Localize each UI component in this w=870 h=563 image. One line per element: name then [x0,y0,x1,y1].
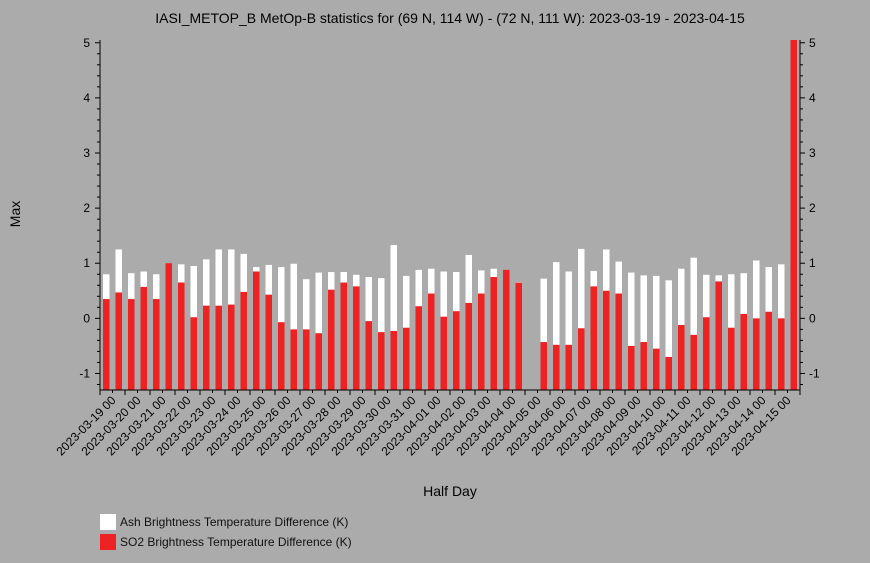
bar-so2 [503,269,510,390]
bar-ash [390,245,397,390]
bar-ash [290,263,297,390]
bar-so2 [428,293,435,390]
y-axis-label: Max [7,201,23,227]
bar-so2 [465,302,472,390]
bar-so2 [478,293,485,390]
bar-so2 [490,277,497,390]
bar-so2 [353,286,360,390]
legend-item-ash: Ash Brightness Temperature Difference (K… [100,512,352,532]
bar-so2 [290,329,297,390]
y-ticks-group: -1 -1 0 0 1 1 2 2 3 3 4 4 5 5 [79,36,820,385]
legend-swatch-so2 [100,534,116,550]
bar-so2 [640,342,647,390]
bar-so2 [765,311,772,390]
bar-so2 [690,334,697,390]
bar-so2 [215,305,222,390]
bar-so2 [665,356,672,390]
bar-so2 [728,327,735,390]
y-tick-label-left: 0 [83,311,90,325]
bar-so2 [440,316,447,390]
bar-so2 [103,299,110,390]
bar-so2 [328,289,335,390]
bar-so2 [653,348,660,390]
bar-so2 [228,304,235,390]
legend-label-ash: Ash Brightness Temperature Difference (K… [120,515,349,529]
bar-so2 [303,329,310,390]
bar-so2 [178,282,185,390]
y-tick-label-left: 1 [83,256,90,270]
y-tick-label-left: -1 [79,366,90,380]
y-tick-label-right: -1 [809,366,820,380]
bar-so2 [115,292,122,390]
bar-ash [578,248,585,390]
bar-so2 [453,311,460,390]
bar-ash [665,280,672,390]
bar-so2 [203,305,210,390]
bar-so2 [365,321,372,390]
bars-group [103,40,797,390]
bar-ash [315,272,322,390]
bar-ash [553,262,560,390]
bar-so2 [278,322,285,390]
bar-ash [628,272,635,390]
bar-so2 [778,318,785,390]
bar-so2 [578,328,585,390]
y-tick-label-left: 5 [83,36,90,50]
bar-so2 [740,313,747,390]
y-tick-label-right: 5 [809,36,816,50]
bar-so2 [378,332,385,390]
x-axis-label: Half Day [423,483,477,499]
bar-so2 [553,344,560,390]
bar-ash [653,275,660,390]
bar-so2 [603,290,610,390]
y-tick-label-right: 1 [809,256,816,270]
bar-so2 [615,293,622,390]
bar-so2 [153,299,160,390]
bar-so2 [315,333,322,390]
bar-so2 [703,317,710,390]
legend-swatch-ash [100,514,116,530]
chart-title: IASI_METOP_B MetOp-B statistics for (69 … [155,10,745,26]
bar-so2 [415,306,422,390]
bar-so2 [265,294,272,390]
bar-ash [640,275,647,390]
bar-so2 [128,299,135,390]
y-tick-label-left: 2 [83,201,90,215]
y-tick-label-right: 4 [809,91,816,105]
bar-so2 [790,40,797,390]
bar-so2 [628,345,635,390]
bar-so2 [678,324,685,390]
y-tick-label-left: 3 [83,146,90,160]
bar-ash [540,278,547,390]
bar-so2 [165,263,172,390]
bar-so2 [190,317,197,390]
y-tick-label-left: 4 [83,91,90,105]
bar-so2 [540,342,547,390]
bar-so2 [515,282,522,390]
bar-so2 [565,344,572,390]
bar-so2 [340,282,347,390]
bar-so2 [390,331,397,390]
legend-label-so2: SO2 Brightness Temperature Difference (K… [120,535,352,549]
y-tick-label-right: 3 [809,146,816,160]
bar-so2 [590,286,597,390]
bar-so2 [140,286,147,390]
y-tick-label-right: 0 [809,311,816,325]
bar-so2 [403,327,410,390]
bar-so2 [240,291,247,390]
legend-item-so2: SO2 Brightness Temperature Difference (K… [100,532,352,552]
bar-so2 [253,271,260,390]
bar-ash [690,257,697,390]
legend: Ash Brightness Temperature Difference (K… [100,512,352,552]
bar-ash [565,271,572,390]
y-tick-label-right: 2 [809,201,816,215]
bar-so2 [715,281,722,390]
bar-so2 [753,318,760,390]
